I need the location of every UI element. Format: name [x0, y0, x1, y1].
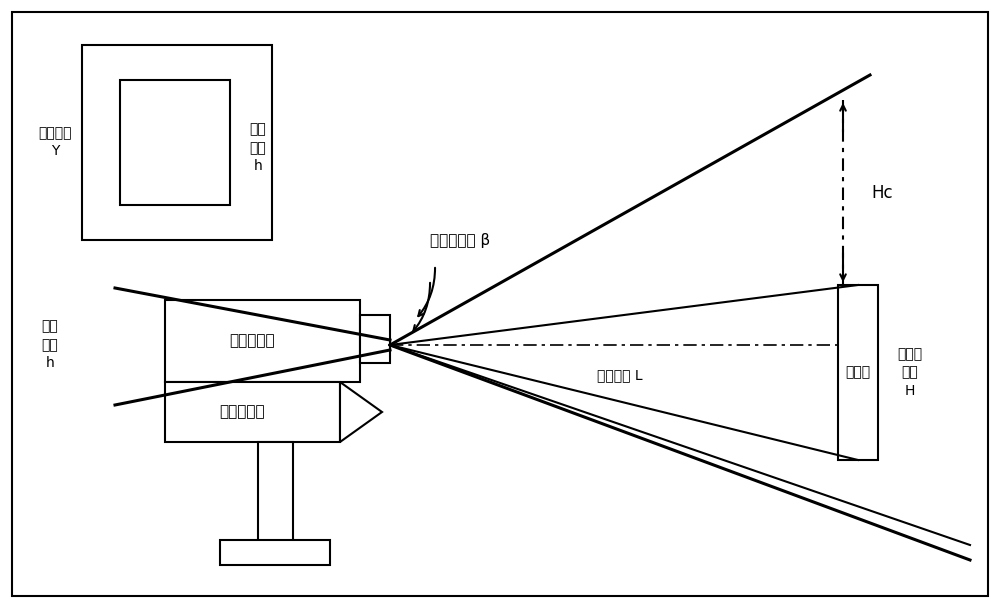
Text: 障碍物
高度
H: 障碍物 高度 H — [897, 347, 923, 398]
Text: 障碍物: 障碍物 — [845, 365, 871, 379]
Bar — [120, 80, 230, 205]
Bar — [838, 285, 878, 460]
Text: 成像
高度
h: 成像 高度 h — [250, 123, 266, 173]
Bar — [165, 382, 340, 442]
Text: 成像
高度
h: 成像 高度 h — [42, 320, 58, 370]
Text: 激光传感器: 激光传感器 — [220, 404, 265, 420]
Text: Hc: Hc — [871, 184, 893, 201]
Text: 图像长度
Y: 图像长度 Y — [38, 126, 72, 158]
Bar — [360, 315, 390, 363]
Bar — [258, 442, 293, 560]
Text: 激光测距 L: 激光测距 L — [597, 368, 643, 382]
Bar — [82, 45, 272, 240]
Bar — [165, 300, 360, 382]
Text: 视觉传感器: 视觉传感器 — [230, 334, 275, 348]
Text: 垂直视场角 β: 垂直视场角 β — [430, 232, 490, 247]
Bar — [220, 540, 330, 565]
Polygon shape — [340, 382, 382, 442]
